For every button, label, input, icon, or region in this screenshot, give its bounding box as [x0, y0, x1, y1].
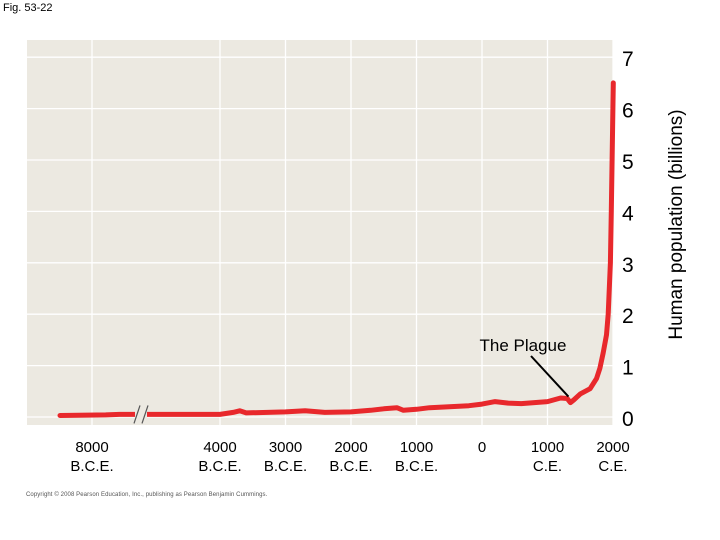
x-tick-label-1000: 1000	[531, 439, 564, 456]
x-tick-label--4000: 4000	[203, 439, 236, 456]
x-tick-label-2000: 2000	[596, 439, 629, 456]
x-tick-era-2000: C.E.	[598, 458, 627, 475]
y-tick-label-4: 4	[622, 202, 634, 225]
y-tick-label-6: 6	[622, 100, 634, 123]
grid-lines	[27, 40, 614, 425]
x-tick-label--3000: 3000	[269, 439, 302, 456]
y-tick-label-2: 2	[622, 305, 634, 328]
y-tick-label-7: 7	[622, 48, 634, 71]
x-tick-era--4000: B.C.E.	[198, 458, 241, 475]
x-tick-label--8000: 8000	[75, 439, 108, 456]
y-tick-label-5: 5	[622, 151, 634, 174]
y-tick-labels: 0 1 2 3 4 5 6 7	[622, 48, 634, 431]
y-tick-label-1: 1	[622, 357, 634, 380]
population-line	[57, 80, 616, 418]
axis-break-marks	[133, 404, 149, 425]
y-axis-label: Human population (billions)	[666, 109, 687, 339]
x-tick-labels: 8000 B.C.E. 4000 B.C.E. 3000 B.C.E. 2000 B.C.E.…	[70, 439, 629, 475]
copyright-notice: Copyright © 2008 Pearson Education, Inc.…	[26, 492, 268, 498]
plague-annotation-pointer	[530, 355, 570, 398]
x-tick-label--1000: 1000	[400, 439, 433, 456]
y-tick-label-0: 0	[622, 408, 634, 431]
plot-background	[27, 40, 613, 425]
x-tick-era--3000: B.C.E.	[264, 458, 307, 475]
x-tick-era--8000: B.C.E.	[70, 458, 113, 475]
axis-break-slash-1	[133, 405, 141, 424]
axis-break-gap	[135, 404, 147, 425]
x-tick-era--2000: B.C.E.	[329, 458, 372, 475]
axis-break-slash-2	[141, 405, 149, 424]
plague-annotation-label: The Plague	[480, 336, 567, 355]
x-tick-era--1000: B.C.E.	[395, 458, 438, 475]
figure-label: Fig. 53-22	[3, 2, 53, 14]
x-tick-label--2000: 2000	[334, 439, 367, 456]
x-tick-label-0: 0	[478, 439, 486, 456]
x-tick-era-1000: C.E.	[533, 458, 562, 475]
y-tick-label-3: 3	[622, 254, 634, 277]
